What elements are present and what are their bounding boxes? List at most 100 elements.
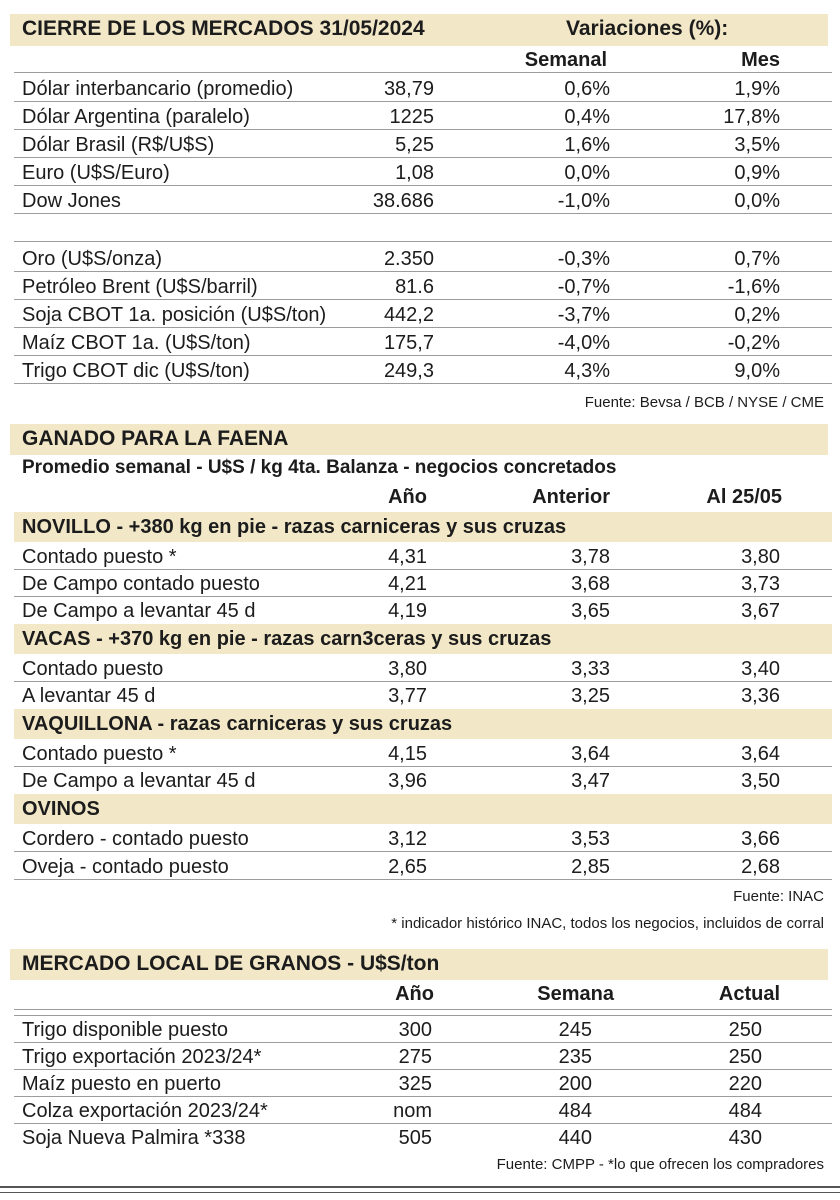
row-weekly: -4,0% xyxy=(557,332,610,354)
row-label: Oro (U$S/onza) xyxy=(22,248,163,270)
row-prev: 3,78 xyxy=(571,546,610,568)
row-prev: 3,65 xyxy=(571,600,610,622)
row-value: 442,2 xyxy=(383,304,434,326)
row-month: 0,9% xyxy=(734,162,780,184)
row-label: Contado puesto * xyxy=(22,546,177,568)
row-current: 3,66 xyxy=(741,828,780,850)
section-ovinos: OVINOS xyxy=(14,794,832,824)
row-month: 17,8% xyxy=(723,106,780,128)
section-novillo: NOVILLO - +380 kg en pie - razas carnice… xyxy=(14,512,832,542)
markets-source: Fuente: Bevsa / BCB / NYSE / CME xyxy=(584,394,824,411)
table-row: Soja Nueva Palmira *338 505 440 430 xyxy=(14,1124,832,1151)
row-label: Soja CBOT 1a. posición (U$S/ton) xyxy=(22,304,327,326)
row-month: -0,2% xyxy=(727,332,780,354)
grains-header-bar xyxy=(10,949,828,980)
cattle-subtitle: Promedio semanal - U$S / kg 4ta. Balanza… xyxy=(22,457,617,478)
row-label: Trigo exportación 2023/24* xyxy=(22,1046,262,1068)
row-current: 3,73 xyxy=(741,573,780,595)
cattle-header-bar xyxy=(10,424,828,455)
row-value: 81.6 xyxy=(395,276,434,298)
row-current: 484 xyxy=(728,1100,762,1122)
bottom-rule-2 xyxy=(0,1192,840,1193)
row-weekly: 1,6% xyxy=(564,134,610,156)
table-row: De Campo contado puesto 4,21 3,68 3,73 xyxy=(14,570,832,597)
table-row: Soja CBOT 1a. posición (U$S/ton) 442,2 -… xyxy=(14,301,832,328)
row-prev: 2,85 xyxy=(571,856,610,878)
grains-column-header-row: Año Semana Actual xyxy=(14,980,832,1010)
table-row: Petróleo Brent (U$S/barril) 81.6 -0,7% -… xyxy=(14,273,832,300)
table-row: Trigo CBOT dic (U$S/ton) 249,3 4,3% 9,0% xyxy=(14,357,832,384)
row-year: 300 xyxy=(398,1019,432,1041)
row-week: 200 xyxy=(558,1073,592,1095)
row-current: 3,40 xyxy=(741,658,780,680)
row-week: 440 xyxy=(558,1127,592,1149)
section-vaquillona: VAQUILLONA - razas carniceras y sus cruz… xyxy=(14,709,832,739)
row-label: Colza exportación 2023/24* xyxy=(22,1100,268,1122)
row-prev: 3,47 xyxy=(571,770,610,792)
row-label: Dow Jones xyxy=(22,190,121,212)
row-weekly: -1,0% xyxy=(557,190,610,212)
row-weekly: 0,6% xyxy=(564,78,610,100)
row-label: Dólar interbancario (promedio) xyxy=(22,78,294,100)
row-month: -1,6% xyxy=(727,276,780,298)
row-value: 249,3 xyxy=(383,360,434,382)
row-year: 3,80 xyxy=(388,658,427,680)
row-weekly: -0,3% xyxy=(557,248,610,270)
grains-title: MERCADO LOCAL DE GRANOS - U$S/ton xyxy=(22,952,440,975)
table-row: Oveja - contado puesto 2,65 2,85 2,68 xyxy=(14,853,832,880)
variations-label: Variaciones (%): xyxy=(566,17,729,40)
row-year: 3,12 xyxy=(388,828,427,850)
table-row: Dólar interbancario (promedio) 38,79 0,6… xyxy=(14,75,832,102)
col-prev-header: Anterior xyxy=(532,486,610,508)
table-row: Contado puesto * 4,15 3,64 3,64 xyxy=(14,740,832,767)
row-current: 220 xyxy=(728,1073,762,1095)
row-value: 1,08 xyxy=(395,162,434,184)
row-label: Cordero - contado puesto xyxy=(22,828,249,850)
table-row: Euro (U$S/Euro) 1,08 0,0% 0,9% xyxy=(14,159,832,186)
table-row: Trigo disponible puesto 300 245 250 xyxy=(14,1016,832,1043)
row-year: 505 xyxy=(398,1127,432,1149)
row-year: 4,19 xyxy=(388,600,427,622)
row-year: 2,65 xyxy=(388,856,427,878)
table-row: Maíz CBOT 1a. (U$S/ton) 175,7 -4,0% -0,2… xyxy=(14,329,832,356)
row-label: Soja Nueva Palmira *338 xyxy=(22,1127,246,1149)
row-current: 3,64 xyxy=(741,743,780,765)
row-week: 484 xyxy=(558,1100,592,1122)
row-current: 250 xyxy=(728,1019,762,1041)
markets-column-header-row: Semanal Mes xyxy=(14,46,832,73)
row-year: 4,21 xyxy=(388,573,427,595)
row-weekly: -0,7% xyxy=(557,276,610,298)
table-row: Dólar Brasil (R$/U$S) 5,25 1,6% 3,5% xyxy=(14,131,832,158)
row-current: 250 xyxy=(728,1046,762,1068)
row-weekly: -3,7% xyxy=(557,304,610,326)
row-current: 3,36 xyxy=(741,685,780,707)
blank-row xyxy=(14,215,832,242)
row-current: 2,68 xyxy=(741,856,780,878)
row-year: 4,15 xyxy=(388,743,427,765)
blank-row xyxy=(14,1010,832,1016)
row-value: 2.350 xyxy=(383,248,434,270)
markets-header-bar xyxy=(10,14,828,46)
row-label: A levantar 45 d xyxy=(22,685,156,707)
section-vacas: VACAS - +370 kg en pie - razas carn3cera… xyxy=(14,624,832,654)
col-month-header: Mes xyxy=(741,49,780,71)
row-current: 3,80 xyxy=(741,546,780,568)
row-year: 3,77 xyxy=(388,685,427,707)
bottom-rule xyxy=(0,1186,840,1188)
table-row: Oro (U$S/onza) 2.350 -0,3% 0,7% xyxy=(14,245,832,272)
row-label: Dólar Argentina (paralelo) xyxy=(22,106,250,128)
table-row: De Campo a levantar 45 d 4,19 3,65 3,67 xyxy=(14,597,832,624)
row-weekly: 0,0% xyxy=(564,162,610,184)
row-prev: 3,53 xyxy=(571,828,610,850)
row-month: 0,7% xyxy=(734,248,780,270)
row-label: Petróleo Brent (U$S/barril) xyxy=(22,276,258,298)
cattle-source: Fuente: INAC xyxy=(733,888,824,905)
row-label: Maíz puesto en puerto xyxy=(22,1073,222,1095)
table-row: Maíz puesto en puerto 325 200 220 xyxy=(14,1070,832,1097)
cattle-note: * indicador histórico INAC, todos los ne… xyxy=(391,915,824,932)
col-weekly-header: Semanal xyxy=(524,49,607,71)
col-current-header: Al 25/05 xyxy=(706,486,782,508)
row-weekly: 4,3% xyxy=(564,360,610,382)
row-weekly: 0,4% xyxy=(564,106,610,128)
cattle-column-header-row: Año Anterior Al 25/05 xyxy=(14,483,832,510)
